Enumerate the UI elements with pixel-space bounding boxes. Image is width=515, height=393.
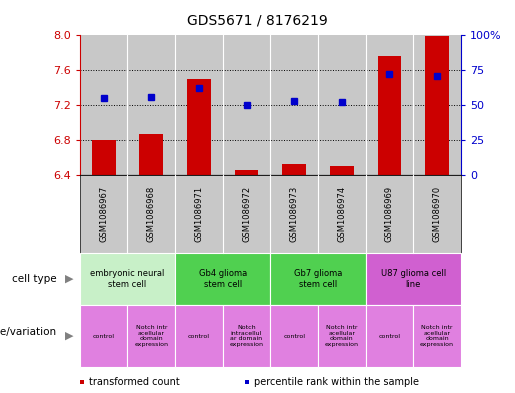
Text: GSM1086968: GSM1086968 xyxy=(147,186,156,242)
Text: GSM1086969: GSM1086969 xyxy=(385,186,394,242)
Text: Gb4 glioma
stem cell: Gb4 glioma stem cell xyxy=(199,269,247,289)
Text: ▶: ▶ xyxy=(65,331,74,341)
Text: GDS5671 / 8176219: GDS5671 / 8176219 xyxy=(187,14,328,28)
Bar xyxy=(377,56,401,175)
Text: Notch
intracellul
ar domain
expression: Notch intracellul ar domain expression xyxy=(230,325,264,347)
Text: Notch intr
acellular
domain
expression: Notch intr acellular domain expression xyxy=(420,325,454,347)
Text: control: control xyxy=(283,334,305,338)
Text: genotype/variation: genotype/variation xyxy=(0,327,57,337)
Text: Notch intr
acellular
domain
expression: Notch intr acellular domain expression xyxy=(134,325,168,347)
Text: GSM1086970: GSM1086970 xyxy=(433,186,441,242)
Text: GSM1086973: GSM1086973 xyxy=(290,186,299,242)
Bar xyxy=(92,140,115,175)
Text: ▶: ▶ xyxy=(65,274,74,284)
Text: GSM1086974: GSM1086974 xyxy=(337,186,346,242)
Text: GSM1086967: GSM1086967 xyxy=(99,186,108,242)
Text: Notch intr
acellular
domain
expression: Notch intr acellular domain expression xyxy=(325,325,359,347)
Text: GSM1086971: GSM1086971 xyxy=(195,186,203,242)
Text: control: control xyxy=(379,334,401,338)
Bar xyxy=(235,170,259,175)
Bar xyxy=(282,164,306,175)
Text: embryonic neural
stem cell: embryonic neural stem cell xyxy=(90,269,165,289)
Text: Gb7 glioma
stem cell: Gb7 glioma stem cell xyxy=(294,269,342,289)
Text: control: control xyxy=(188,334,210,338)
Bar xyxy=(187,79,211,175)
Text: cell type: cell type xyxy=(12,274,57,284)
Bar xyxy=(330,166,354,175)
Bar xyxy=(425,36,449,175)
Text: percentile rank within the sample: percentile rank within the sample xyxy=(254,377,419,387)
Text: transformed count: transformed count xyxy=(89,377,180,387)
Text: control: control xyxy=(93,334,115,338)
Bar xyxy=(140,134,163,175)
Text: U87 glioma cell
line: U87 glioma cell line xyxy=(381,269,446,289)
Text: GSM1086972: GSM1086972 xyxy=(242,186,251,242)
